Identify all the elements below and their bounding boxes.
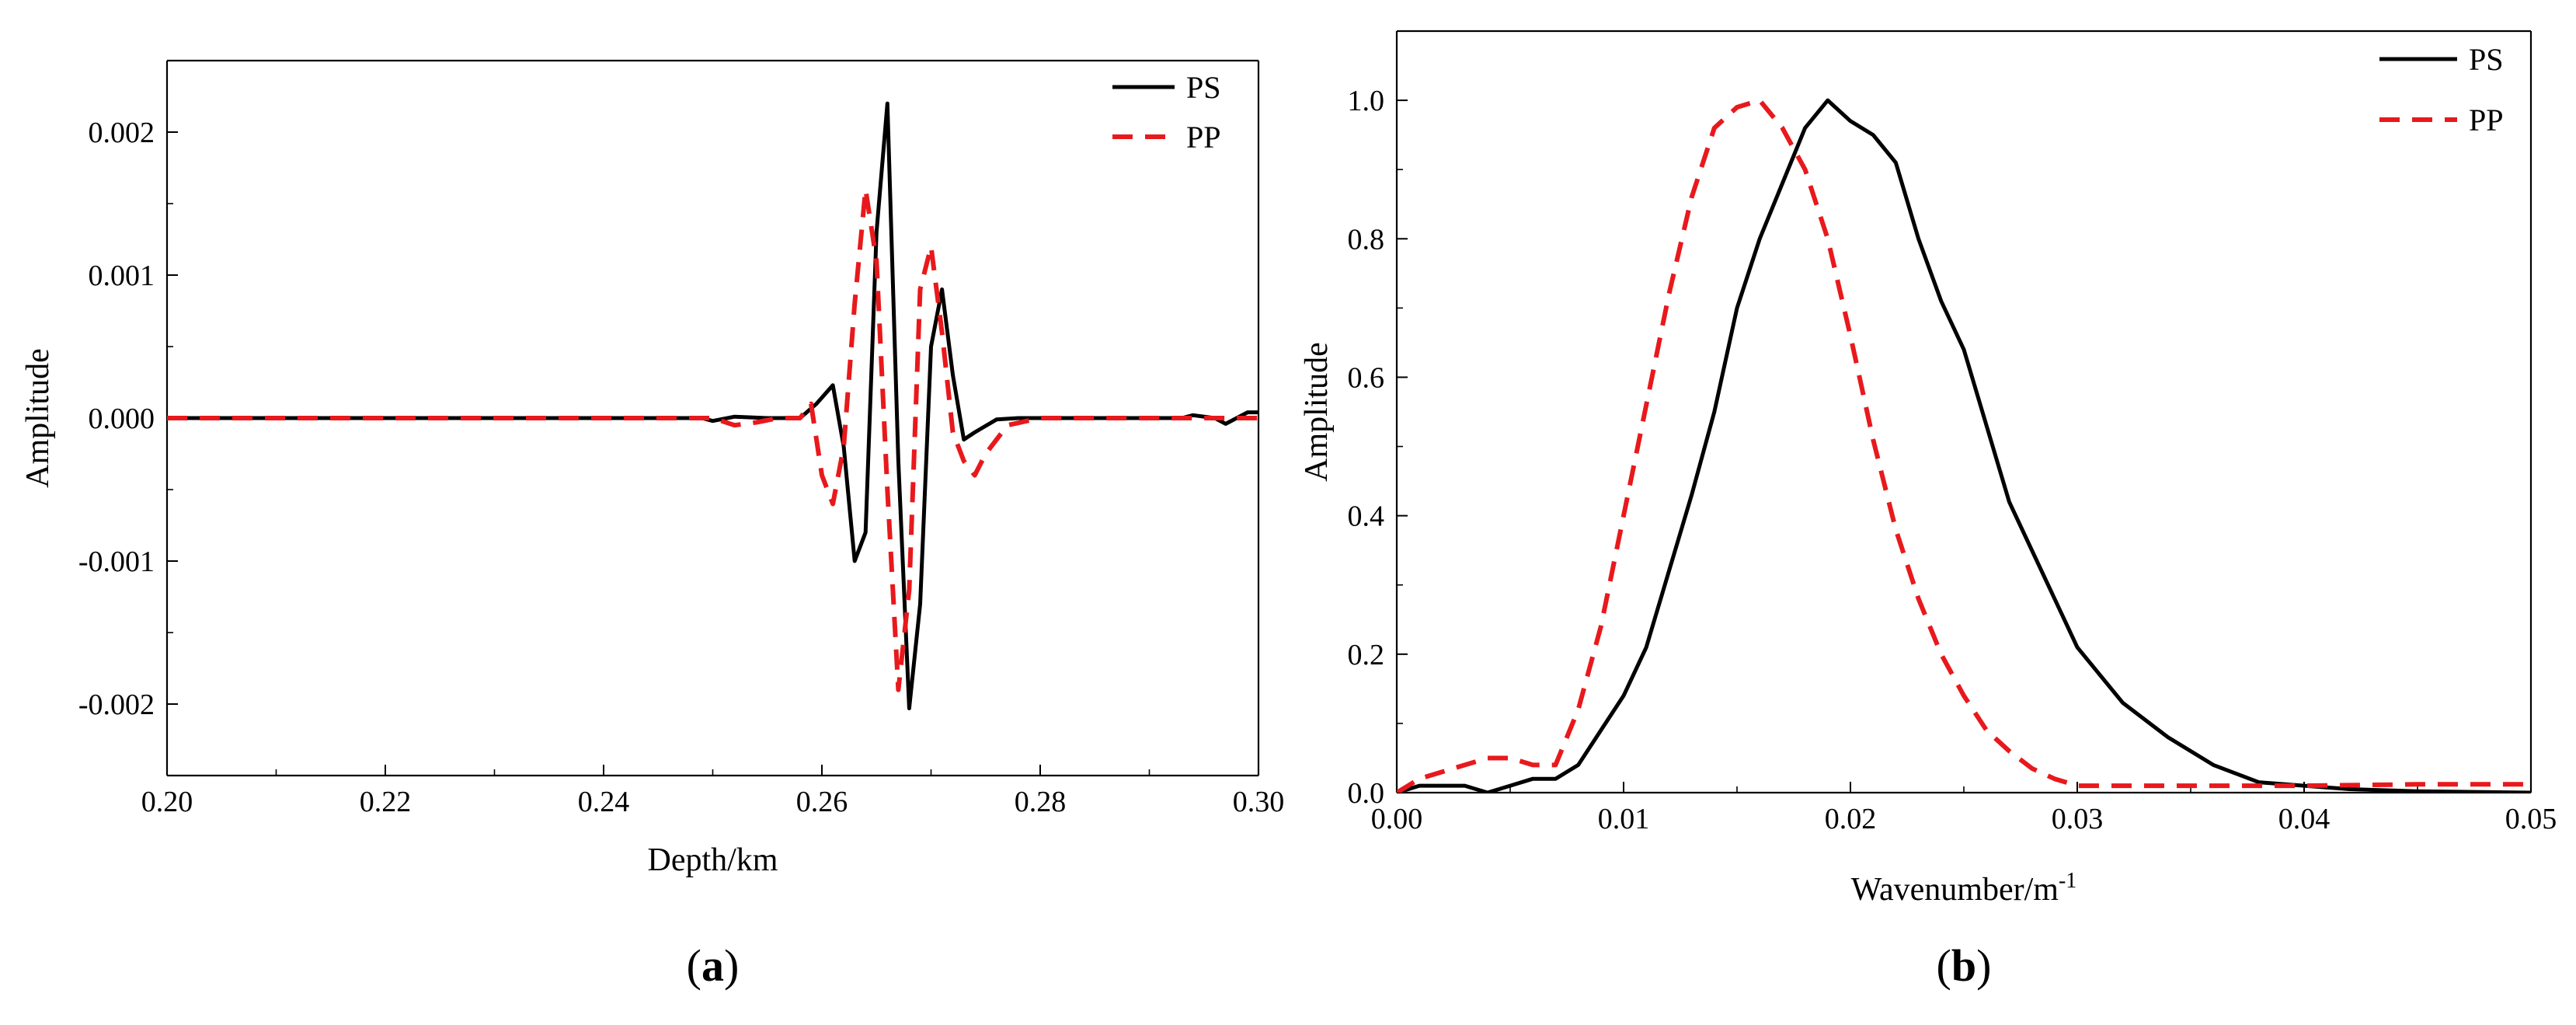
panel-b-x-tick-label: 0.00	[1371, 803, 1423, 835]
panel-a-label-open: (	[687, 940, 701, 991]
panel-b-label-open: (	[1937, 940, 1951, 991]
panel-a-x-tick-label: 0.26	[796, 786, 848, 818]
panel-b-legend: PS PP	[2379, 42, 2504, 138]
panel-a-series-pp-line	[167, 187, 1258, 692]
panel-a-y-tick-label: 0.001	[89, 260, 155, 292]
panel-a-legend-ps-label: PS	[1186, 70, 1221, 105]
panel-a-legend-pp-label: PP	[1186, 120, 1221, 155]
panel-a-y-tick-label: 0.002	[89, 117, 155, 149]
panel-a-x-tick-label: 0.24	[578, 786, 630, 818]
panel-b-series	[1397, 98, 2531, 793]
panel-a-ticks: 0.20 0.22 0.24 0.26 0.28 0.30 -0.002 -0.001 0.00…	[78, 60, 1285, 818]
panel-a-chart: 0.20 0.22 0.24 0.26 0.28 0.30 -0.002 -0.001 0.00…	[20, 59, 1285, 991]
panel-a-y-axis-title: Amplitude	[20, 348, 56, 488]
panel-b-label: (b)	[1937, 940, 1992, 991]
panel-b-ticks: 0.00 0.01 0.02 0.03 0.04 0.05 0.0 0.2 0.4 0.6 0.8 1…	[1348, 30, 2557, 835]
panel-b-x-axis-title: Wavenumber/m-1	[1851, 869, 2077, 908]
panel-a-x-axis-title: Depth/km	[648, 842, 778, 878]
panel-b-legend-ps-label: PS	[2469, 42, 2504, 77]
panel-b-x-axis-title-superscript: -1	[2059, 869, 2076, 893]
panel-b-y-tick-label: 0.8	[1348, 223, 1385, 256]
panel-b-series-ps-line	[1397, 98, 2531, 793]
panel-b-y-tick-label: 0.0	[1348, 777, 1385, 810]
panel-b-legend-pp-label: PP	[2469, 103, 2504, 138]
panel-b-x-axis-title-base: Wavenumber/m	[1851, 872, 2059, 908]
panel-a-label: (a)	[687, 940, 740, 991]
panel-a-label-close: )	[724, 940, 739, 991]
panel-a-series	[167, 101, 1258, 710]
panel-a-legend: PS PP	[1112, 70, 1221, 155]
panel-b-x-tick-label: 0.03	[2052, 803, 2104, 835]
panel-b-x-tick-label: 0.05	[2505, 803, 2557, 835]
panel-a-label-letter: a	[701, 940, 724, 991]
panel-a-y-tick-label: 0.000	[89, 403, 155, 435]
panel-b-series-pp-line	[1397, 98, 2531, 793]
panel-b-y-axis-title: Amplitude	[1299, 342, 1335, 482]
panel-a-y-tick-label: -0.001	[78, 546, 155, 578]
panel-b-x-tick-label: 0.04	[2278, 803, 2331, 835]
panel-b-y-tick-label: 1.0	[1348, 85, 1385, 117]
panel-a-y-tick-label: -0.002	[78, 689, 155, 721]
panel-a-x-tick-label: 0.22	[360, 786, 412, 818]
panel-b-label-close: )	[1976, 940, 1991, 991]
panel-b-x-tick-label: 0.01	[1598, 803, 1650, 835]
panel-b-label-letter: b	[1951, 940, 1976, 991]
panel-a-x-tick-label: 0.20	[141, 786, 193, 818]
panel-b-x-tick-label: 0.02	[1825, 803, 1877, 835]
panel-b-chart: 0.00 0.01 0.02 0.03 0.04 0.05 0.0 0.2 0.4 0.6 0.8 1…	[1299, 30, 2557, 991]
panel-b-y-tick-label: 0.4	[1348, 500, 1385, 533]
panel-b-y-tick-label: 0.6	[1348, 361, 1385, 394]
panel-b-y-tick-label: 0.2	[1348, 639, 1385, 671]
panel-a-x-tick-label: 0.30	[1233, 786, 1285, 818]
panel-a-x-tick-label: 0.28	[1015, 786, 1067, 818]
